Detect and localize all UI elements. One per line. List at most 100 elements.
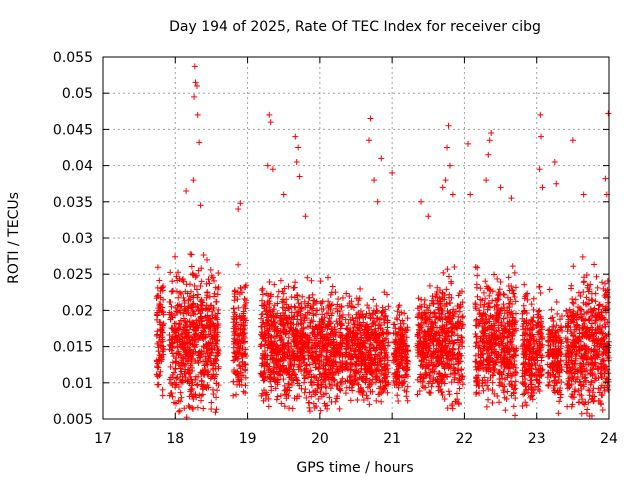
data-point	[270, 368, 277, 375]
data-point	[289, 405, 296, 412]
data-point	[597, 370, 604, 377]
data-point	[450, 351, 457, 358]
data-point	[187, 323, 194, 330]
data-point	[317, 381, 324, 388]
data-point	[395, 374, 402, 381]
data-point	[512, 385, 519, 392]
data-point	[564, 336, 571, 343]
data-point	[512, 310, 519, 317]
data-point	[310, 301, 317, 308]
data-point	[203, 280, 210, 287]
data-point	[378, 310, 385, 317]
data-point	[192, 273, 199, 280]
data-point	[357, 285, 364, 292]
data-point	[177, 303, 184, 310]
data-point	[570, 342, 577, 349]
data-point	[236, 315, 243, 322]
data-point	[374, 373, 381, 380]
data-point	[494, 315, 501, 322]
data-point	[519, 323, 526, 330]
data-point	[580, 354, 587, 361]
data-point	[589, 365, 596, 372]
data-point	[496, 375, 503, 382]
data-point	[363, 310, 370, 317]
data-point	[338, 314, 345, 321]
data-point	[299, 293, 306, 300]
data-point	[236, 363, 243, 370]
data-point	[293, 158, 300, 165]
data-point	[273, 396, 280, 403]
data-point	[345, 320, 352, 327]
data-point	[473, 316, 480, 323]
data-point	[171, 379, 178, 386]
data-point	[492, 339, 499, 346]
data-point	[358, 335, 365, 342]
data-point	[230, 392, 237, 399]
data-point	[588, 396, 595, 403]
data-point	[500, 301, 507, 308]
data-point	[580, 360, 587, 367]
data-point	[391, 359, 398, 366]
data-point	[360, 352, 367, 359]
data-point	[404, 397, 411, 404]
data-point	[510, 352, 517, 359]
data-point	[438, 344, 445, 351]
data-point	[265, 331, 272, 338]
data-point	[502, 407, 509, 414]
data-point	[298, 300, 305, 307]
data-point	[489, 343, 496, 350]
data-point	[238, 336, 245, 343]
data-point	[265, 316, 272, 323]
data-point	[178, 356, 185, 363]
data-point	[214, 387, 221, 394]
data-point	[176, 321, 183, 328]
y-tick-label: 0.025	[53, 267, 93, 283]
data-point	[288, 381, 295, 388]
data-point	[439, 391, 446, 398]
data-point	[196, 139, 203, 146]
data-point	[425, 344, 432, 351]
data-point	[213, 298, 220, 305]
data-point	[504, 374, 511, 381]
data-point	[322, 343, 329, 350]
data-point	[495, 341, 502, 348]
data-point	[378, 398, 385, 405]
data-point	[381, 289, 388, 296]
data-point	[154, 284, 161, 291]
data-point	[511, 269, 518, 276]
data-point	[205, 276, 212, 283]
data-point	[381, 375, 388, 382]
data-point	[189, 379, 196, 386]
data-point	[528, 389, 535, 396]
data-point	[241, 361, 248, 368]
data-point	[238, 372, 245, 379]
data-point	[596, 301, 603, 308]
data-point	[523, 309, 530, 316]
data-point	[234, 381, 241, 388]
data-point	[496, 342, 503, 349]
data-point	[422, 316, 429, 323]
data-point	[204, 289, 211, 296]
data-point	[338, 303, 345, 310]
data-point	[237, 340, 244, 347]
data-point	[303, 394, 310, 401]
data-point	[472, 352, 479, 359]
data-point	[235, 206, 242, 213]
data-point	[364, 321, 371, 328]
data-point	[426, 282, 433, 289]
data-point	[404, 324, 411, 331]
data-point	[264, 361, 271, 368]
data-point	[269, 356, 276, 363]
data-point	[451, 330, 458, 337]
data-point	[286, 328, 293, 335]
data-point	[571, 388, 578, 395]
data-point	[185, 402, 192, 409]
data-point	[425, 307, 432, 314]
data-point	[491, 322, 498, 329]
data-point	[258, 315, 265, 322]
data-point	[489, 379, 496, 386]
data-point	[323, 369, 330, 376]
data-point	[414, 391, 421, 398]
data-point	[323, 354, 330, 361]
data-point	[421, 297, 428, 304]
